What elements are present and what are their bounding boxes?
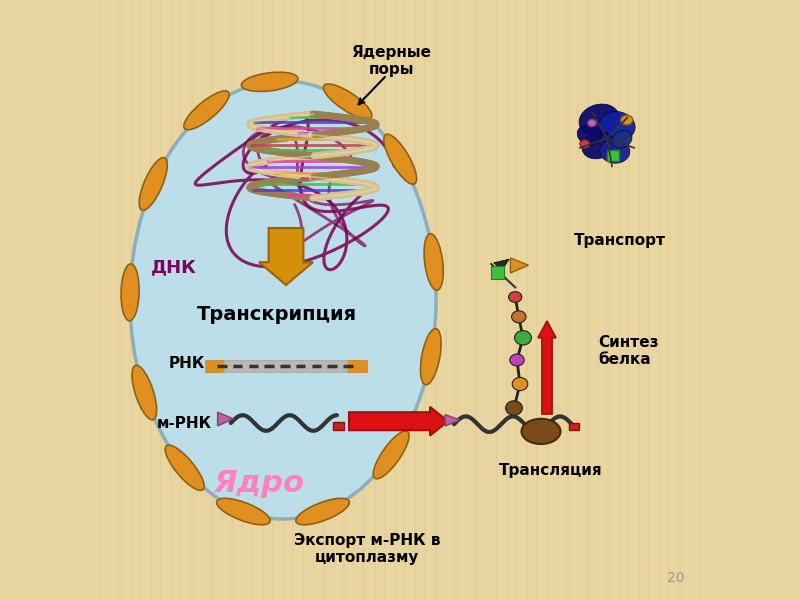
Ellipse shape (384, 134, 417, 184)
Polygon shape (494, 259, 509, 270)
Text: Трансляция: Трансляция (499, 463, 602, 479)
Ellipse shape (512, 311, 526, 323)
Ellipse shape (424, 233, 443, 290)
Ellipse shape (374, 431, 409, 479)
Ellipse shape (600, 139, 630, 163)
FancyArrow shape (349, 407, 448, 436)
Bar (607, 150, 619, 161)
Ellipse shape (165, 445, 204, 490)
Text: Синтез
белка: Синтез белка (598, 335, 658, 367)
Ellipse shape (580, 140, 590, 148)
Ellipse shape (139, 158, 167, 211)
Polygon shape (445, 415, 460, 426)
Polygon shape (510, 258, 528, 273)
Ellipse shape (599, 112, 635, 140)
Ellipse shape (217, 499, 270, 525)
Text: РНК: РНК (169, 355, 206, 370)
Ellipse shape (621, 115, 633, 125)
Ellipse shape (506, 401, 522, 415)
Ellipse shape (296, 499, 350, 525)
Ellipse shape (132, 365, 157, 420)
Text: Ядерные
поры: Ядерные поры (351, 45, 431, 77)
Ellipse shape (130, 81, 436, 519)
Ellipse shape (578, 125, 601, 145)
Ellipse shape (323, 84, 372, 119)
FancyArrow shape (259, 228, 313, 285)
Ellipse shape (612, 130, 632, 148)
Ellipse shape (509, 292, 522, 302)
Ellipse shape (421, 329, 441, 385)
Bar (491, 266, 504, 279)
FancyArrow shape (538, 321, 556, 414)
Text: Ядро: Ядро (214, 469, 305, 497)
Ellipse shape (522, 419, 561, 444)
Text: Транскрипция: Транскрипция (197, 305, 357, 325)
Text: м-РНК: м-РНК (157, 415, 212, 431)
Text: Экспорт м-РНК в
цитоплазму: Экспорт м-РНК в цитоплазму (294, 533, 440, 565)
Ellipse shape (582, 131, 614, 159)
Text: Транспорт: Транспорт (574, 232, 666, 247)
Bar (570, 423, 579, 430)
Ellipse shape (184, 91, 230, 130)
Ellipse shape (512, 377, 528, 391)
Ellipse shape (579, 104, 619, 136)
Ellipse shape (514, 331, 531, 345)
Text: 20: 20 (667, 571, 685, 585)
Ellipse shape (510, 354, 524, 366)
Ellipse shape (588, 119, 596, 127)
Ellipse shape (121, 264, 139, 321)
Text: ДНК: ДНК (151, 258, 197, 276)
Polygon shape (218, 412, 234, 426)
Ellipse shape (242, 72, 298, 91)
Bar (333, 422, 344, 430)
